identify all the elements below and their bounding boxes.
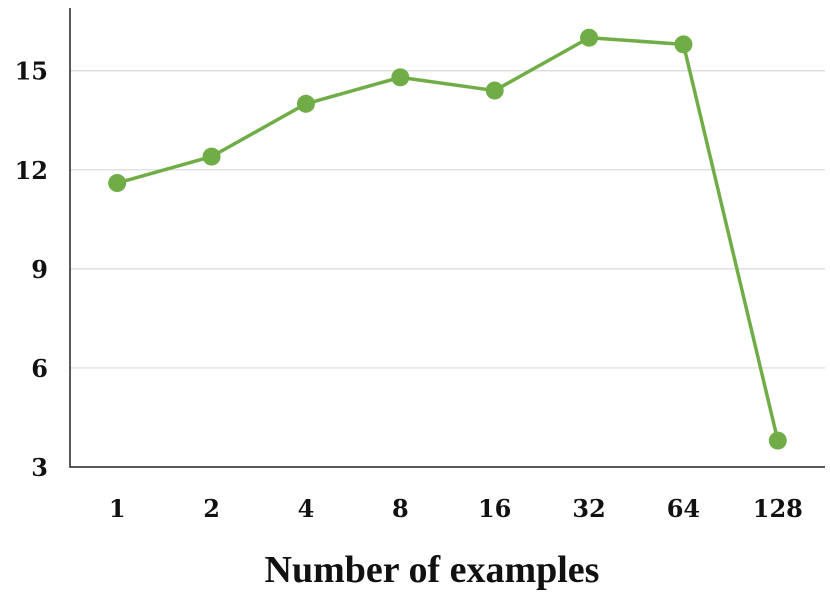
- data-point: [580, 28, 599, 47]
- data-point: [108, 174, 127, 193]
- x-tick-label: 2: [203, 494, 220, 523]
- data-point: [674, 35, 693, 54]
- data-point: [485, 81, 504, 100]
- x-tick-label: 1: [109, 494, 126, 523]
- series-line: [116, 35, 780, 441]
- axes: [69, 8, 825, 468]
- y-tick-label: 9: [31, 255, 48, 284]
- y-tick-label: 6: [31, 354, 48, 383]
- data-point: [391, 68, 410, 87]
- x-tick-label: 32: [572, 494, 605, 523]
- gridlines: [70, 70, 825, 369]
- x-tick-label: 8: [392, 494, 409, 523]
- y-tick-label: 12: [15, 156, 48, 185]
- x-tick-labels: 1 2 4 8 16 32 64 128: [109, 494, 803, 523]
- x-axis-title: Number of examples: [265, 549, 600, 591]
- series: [108, 28, 787, 450]
- data-point: [202, 147, 221, 166]
- x-tick-label: 16: [478, 494, 511, 523]
- x-tick-label: 4: [298, 494, 315, 523]
- y-tick-labels: 3 6 9 12 15: [15, 57, 48, 482]
- x-tick-label: 128: [753, 494, 803, 523]
- y-tick-label: 3: [31, 453, 48, 482]
- data-point: [296, 94, 315, 113]
- y-tick-label: 15: [15, 57, 48, 86]
- x-tick-label: 64: [667, 494, 700, 523]
- axis-lines: [69, 8, 825, 468]
- data-point: [768, 431, 787, 450]
